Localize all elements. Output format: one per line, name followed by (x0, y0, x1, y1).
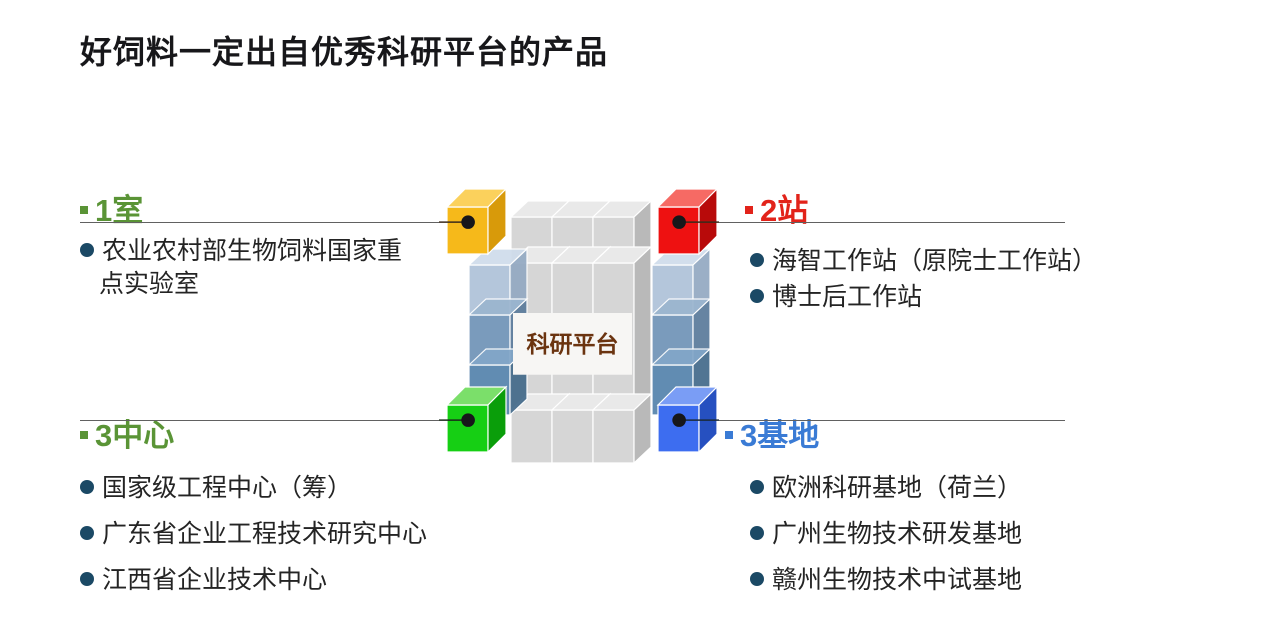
svg-text:科研平台: 科研平台 (527, 331, 619, 357)
